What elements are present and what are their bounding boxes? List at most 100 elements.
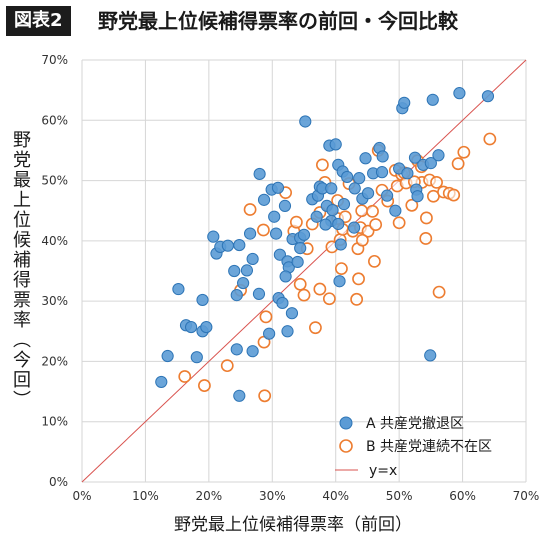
- y-tick-label: 70%: [41, 53, 68, 67]
- point-a: [230, 343, 243, 356]
- point-a: [333, 275, 346, 288]
- point-b: [405, 198, 419, 212]
- point-a: [161, 349, 174, 363]
- legend-marker-a: [339, 416, 353, 430]
- point-a: [294, 241, 307, 255]
- point-a: [233, 389, 246, 402]
- point-a: [325, 182, 338, 195]
- point-a: [348, 182, 361, 195]
- legend-marker-b: [339, 439, 353, 453]
- point-b: [257, 223, 270, 237]
- point-a: [291, 255, 304, 269]
- point-b: [309, 321, 322, 335]
- x-tick-label: 50%: [386, 489, 413, 503]
- y-axis-label: 野党最上位候補得票率（今回）: [10, 130, 31, 410]
- point-b: [451, 157, 465, 171]
- point-a: [228, 264, 241, 278]
- point-a: [361, 187, 375, 200]
- point-a: [401, 167, 414, 180]
- point-b: [419, 232, 433, 245]
- y-tick-label: 50%: [41, 174, 68, 188]
- point-a: [237, 276, 250, 290]
- point-b: [313, 282, 327, 296]
- chart-title: 野党最上位候補得票率の前回・今回比較: [98, 9, 458, 33]
- point-a: [246, 252, 259, 266]
- point-a: [263, 327, 276, 340]
- legend: A 共産党撤退区 B 共産党連続不在区 y=x: [335, 416, 492, 479]
- diagonal-line-layer: [81, 59, 527, 483]
- x-tick-label: 10%: [132, 489, 159, 503]
- tick-labels: 0% 0% 10% 10% 20% 20% 30% 30% 40% 40% 50% 50% 60% 60%…: [41, 53, 539, 503]
- point-a: [432, 149, 445, 162]
- point-a: [246, 345, 259, 358]
- point-a: [172, 282, 185, 296]
- point-a: [411, 190, 424, 203]
- point-a: [334, 238, 347, 251]
- point-a: [353, 172, 366, 185]
- point-a: [273, 248, 286, 261]
- point-a: [268, 210, 281, 223]
- point-a: [424, 156, 437, 170]
- point-a: [257, 193, 271, 206]
- y-axis-label-wrap: 野党最上位候補得票率（今回）: [6, 130, 34, 410]
- x-axis-label: 野党最上位候補得票率（前回）: [174, 515, 412, 535]
- y-tick-label: 20%: [41, 354, 68, 368]
- point-a: [252, 287, 266, 301]
- legend-label-line: y=x: [369, 463, 397, 479]
- x-tick-label: 0%: [72, 489, 91, 503]
- point-a: [337, 197, 351, 211]
- point-a: [233, 238, 246, 252]
- point-b: [243, 203, 257, 216]
- point-b: [350, 292, 364, 306]
- x-tick-label: 20%: [196, 489, 223, 503]
- data-points: [155, 87, 497, 403]
- x-tick-label: 30%: [259, 489, 286, 503]
- point-a: [221, 239, 234, 252]
- point-b: [259, 310, 273, 324]
- y-tick-label: 30%: [41, 294, 68, 308]
- point-b: [293, 277, 307, 291]
- point-a: [481, 90, 495, 103]
- point-b: [315, 158, 329, 172]
- diagonal-line: [81, 59, 527, 483]
- point-b: [392, 216, 406, 230]
- figure-header: 図表2 野党最上位候補得票率の前回・今回比較: [0, 0, 550, 40]
- point-b: [432, 285, 446, 299]
- point-a: [376, 150, 389, 163]
- point-a: [398, 96, 411, 109]
- point-a: [389, 204, 402, 217]
- point-a: [408, 151, 422, 164]
- figure-badge: 図表2: [6, 6, 71, 36]
- point-a: [190, 351, 203, 364]
- point-b: [220, 359, 234, 373]
- x-tick-label: 70%: [513, 489, 540, 503]
- point-b: [289, 215, 303, 229]
- point-b: [335, 262, 348, 275]
- point-a: [348, 221, 361, 234]
- point-a: [424, 349, 437, 362]
- y-tick-label: 10%: [41, 415, 68, 429]
- point-b: [483, 132, 497, 146]
- point-b: [430, 175, 443, 189]
- point-a: [329, 138, 342, 151]
- point-a: [281, 325, 294, 338]
- point-b: [447, 188, 461, 202]
- point-a: [359, 152, 372, 165]
- point-a: [243, 227, 257, 240]
- x-tick-label: 40%: [322, 489, 349, 503]
- point-a: [276, 296, 289, 310]
- point-b: [420, 211, 433, 225]
- legend-label-a: A 共産党撤退区: [366, 416, 464, 432]
- point-a: [240, 264, 254, 277]
- point-b: [297, 288, 311, 302]
- y-tick-label: 60%: [41, 113, 68, 127]
- point-a: [278, 199, 292, 212]
- point-a: [184, 320, 198, 334]
- point-b: [368, 254, 381, 268]
- point-a: [332, 217, 345, 231]
- point-a: [253, 167, 266, 181]
- point-a: [285, 307, 299, 320]
- point-a: [271, 181, 285, 194]
- y-tick-label: 40%: [41, 234, 68, 248]
- point-a: [299, 115, 312, 128]
